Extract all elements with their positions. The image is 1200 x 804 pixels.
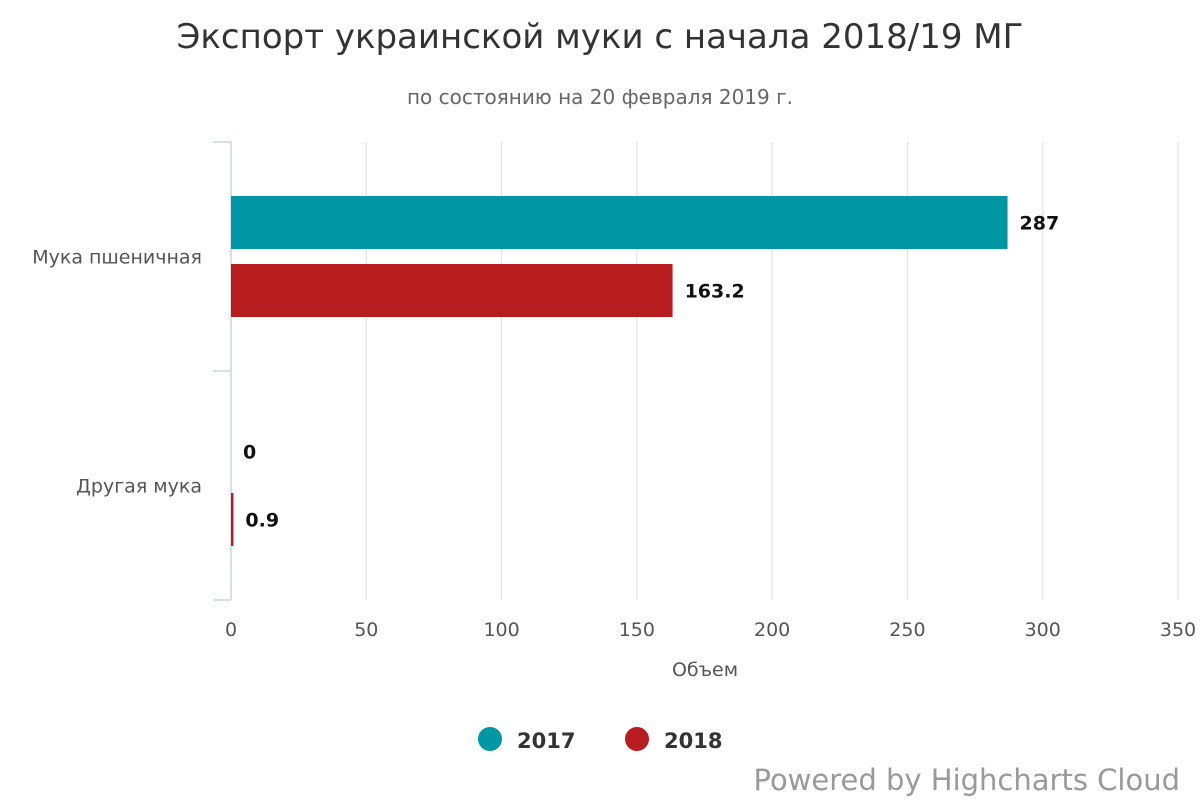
legend[interactable]: 2017 2018 xyxy=(478,727,722,753)
data-label: 0 xyxy=(243,442,256,464)
value-tick-label: 200 xyxy=(754,619,790,641)
value-tick-label: 100 xyxy=(483,619,519,641)
legend-marker[interactable] xyxy=(625,727,649,751)
chart-subtitle: по состоянию на 20 февраля 2019 г. xyxy=(407,85,793,109)
legend-label[interactable]: 2017 xyxy=(517,729,575,753)
chart-title: Экспорт украинской муки с начала 2018/19… xyxy=(177,17,1024,57)
bar[interactable] xyxy=(231,196,1008,249)
legend-label[interactable]: 2018 xyxy=(664,729,722,753)
value-tick-label: 150 xyxy=(619,619,655,641)
bar[interactable] xyxy=(231,264,673,317)
category-label: Другая мука xyxy=(76,476,202,498)
value-tick-label: 50 xyxy=(354,619,378,641)
data-label: 0.9 xyxy=(245,510,279,532)
bars xyxy=(231,196,1008,546)
bar[interactable] xyxy=(231,493,234,546)
legend-marker[interactable] xyxy=(478,727,502,751)
data-label: 163.2 xyxy=(685,281,745,303)
value-axis-title: Объем xyxy=(672,659,738,681)
value-tick-label: 350 xyxy=(1160,619,1196,641)
data-label: 287 xyxy=(1020,213,1060,235)
credits-link[interactable]: Powered by Highcharts Cloud xyxy=(753,763,1180,797)
value-tick-label: 250 xyxy=(889,619,925,641)
value-axis-ticks: 0 50 100 150 200 250 300 350 xyxy=(225,619,1196,641)
category-label: Мука пшеничная xyxy=(32,247,202,269)
value-tick-label: 0 xyxy=(225,619,237,641)
value-tick-label: 300 xyxy=(1025,619,1061,641)
category-axis: Мука пшеничная Другая мука xyxy=(32,141,232,601)
data-labels: 287 163.2 0 0.9 xyxy=(243,213,1059,532)
